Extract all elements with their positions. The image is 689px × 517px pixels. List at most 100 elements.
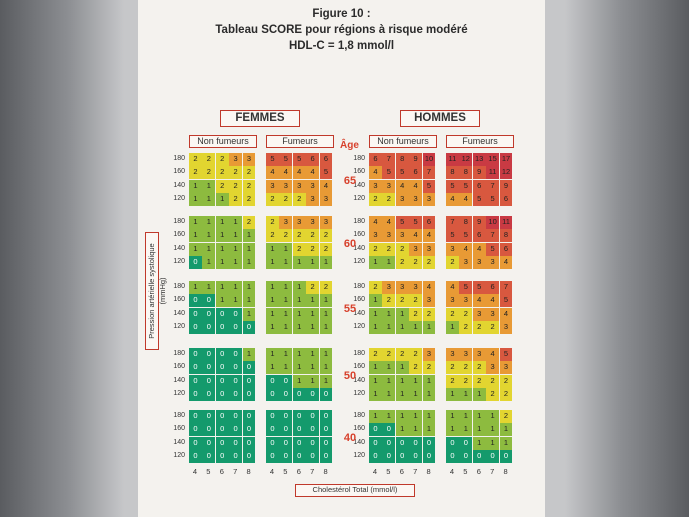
score-cell: 2 [189, 153, 202, 166]
score-cell: 1 [422, 410, 436, 423]
score-cell: 0 [499, 450, 513, 463]
score-cell: 4 [472, 294, 486, 308]
score-cell: 2 [472, 374, 486, 388]
cholesterol-tick: 6 [476, 467, 481, 476]
score-cell: 1 [409, 423, 422, 437]
score-cell: 4 [459, 242, 473, 256]
score-cell: 6 [499, 242, 513, 256]
score-cell: 3 [369, 229, 382, 243]
score-cell: 5 [266, 153, 279, 166]
score-cell: 0 [306, 423, 319, 437]
score-cell: 5 [319, 166, 333, 180]
score-cell: 0 [279, 450, 293, 463]
score-cell: 0 [279, 388, 293, 401]
score-cell: 0 [229, 436, 242, 450]
score-cell: 1 [306, 321, 319, 334]
score-cell: 1 [472, 410, 486, 423]
score-cell: 1 [422, 374, 436, 388]
sbp-label: 160 [173, 168, 185, 176]
score-cell: 2 [409, 307, 422, 321]
score-cell: 0 [306, 410, 319, 423]
score-cell: 1 [279, 307, 293, 321]
score-cell: 3 [279, 216, 293, 229]
score-cell: 3 [306, 193, 319, 206]
score-cell: 0 [215, 388, 229, 401]
score-cell: 0 [472, 450, 486, 463]
age-column-title: Âge [340, 140, 359, 151]
score-cell: 5 [409, 216, 422, 229]
score-cell: 1 [202, 229, 216, 243]
score-cell: 2 [369, 193, 382, 206]
sbp-label: 140 [353, 244, 365, 252]
score-cell: 1 [242, 281, 256, 294]
score-cell: 1 [446, 388, 459, 401]
score-cell: 3 [499, 361, 513, 375]
score-cell: 1 [395, 423, 409, 437]
score-cell: 5 [292, 153, 306, 166]
score-cell: 0 [215, 423, 229, 437]
age-label: 60 [343, 238, 357, 250]
score-cell: 0 [422, 436, 436, 450]
score-cell: 0 [306, 388, 319, 401]
score-cell: 1 [279, 348, 293, 361]
score-cell: 0 [202, 423, 216, 437]
score-cell: 1 [266, 321, 279, 334]
score-cell: 1 [242, 242, 256, 256]
score-cell: 0 [229, 348, 242, 361]
sbp-label: 120 [173, 258, 185, 266]
score-cell: 1 [395, 307, 409, 321]
score-cell: 1 [292, 281, 306, 294]
score-cell: 0 [395, 436, 409, 450]
score-cell: 1 [215, 294, 229, 308]
score-cell: 2 [472, 361, 486, 375]
score-cell: 1 [266, 256, 279, 269]
score-cell: 1 [279, 242, 293, 256]
score-cell: 0 [202, 410, 216, 423]
score-cell: 0 [319, 388, 333, 401]
score-cell: 0 [229, 307, 242, 321]
score-cell: 3 [382, 229, 396, 243]
sbp-label: 180 [173, 350, 185, 357]
score-cell: 4 [369, 166, 382, 180]
score-cell: 5 [422, 179, 436, 193]
score-cell: 1 [369, 388, 382, 401]
score-cell: 6 [409, 166, 422, 180]
score-cell: 1 [215, 281, 229, 294]
sbp-label: 120 [173, 452, 185, 460]
score-cell: 0 [292, 388, 306, 401]
sbp-label: 120 [173, 195, 185, 203]
score-cell: 1 [266, 281, 279, 294]
score-cell: 2 [369, 348, 382, 361]
score-cell: 1 [319, 374, 333, 388]
score-cell: 0 [202, 388, 216, 401]
score-cell: 1 [229, 216, 242, 229]
score-cell: 1 [319, 256, 333, 269]
score-cell: 0 [319, 410, 333, 423]
score-cell: 10 [486, 216, 499, 229]
score-cell: 1 [202, 256, 216, 269]
score-cell: 1 [499, 436, 513, 450]
score-cell: 5 [395, 166, 409, 180]
score-cell: 2 [446, 307, 459, 321]
score-cell: 1 [319, 348, 333, 361]
score-cell: 11 [446, 153, 459, 166]
score-cell: 3 [422, 348, 436, 361]
score-cell: 1 [279, 361, 293, 375]
score-cell: 0 [382, 436, 396, 450]
sbp-label: 160 [353, 296, 365, 304]
score-cell: 1 [486, 436, 499, 450]
score-cell: 1 [279, 281, 293, 294]
sbp-label: 180 [353, 155, 365, 162]
score-cell: 2 [266, 216, 279, 229]
score-cell: 1 [229, 242, 242, 256]
score-cell: 3 [459, 294, 473, 308]
score-cell: 1 [202, 281, 216, 294]
score-cell: 0 [229, 388, 242, 401]
score-cell: 0 [229, 321, 242, 334]
score-cell: 9 [472, 216, 486, 229]
score-cell: 1 [382, 256, 396, 269]
score-cell: 9 [409, 153, 422, 166]
score-cell: 0 [382, 450, 396, 463]
subheader-hommes-non-fumeurs: Non fumeurs [369, 135, 437, 148]
score-cell: 2 [459, 361, 473, 375]
